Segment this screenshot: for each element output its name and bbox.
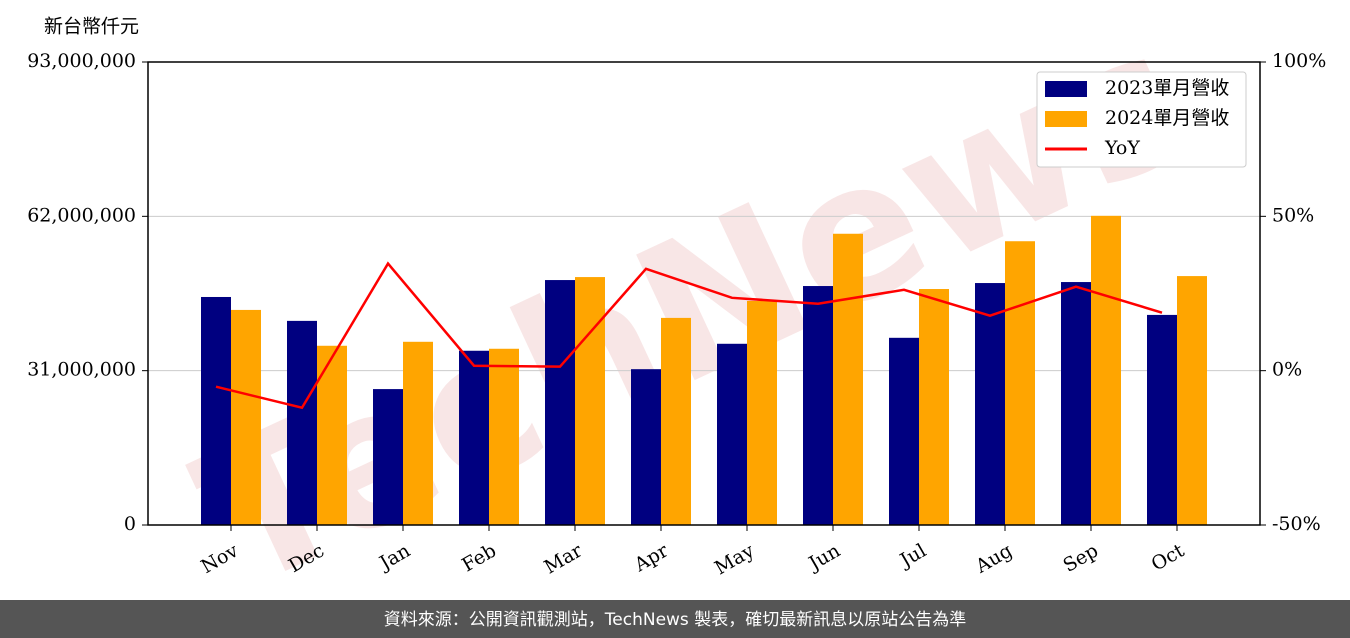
x-tick-label: Mar — [540, 539, 586, 578]
y2-tick-label: -50% — [1272, 513, 1321, 535]
x-tick-label: May — [711, 539, 758, 579]
bar — [403, 341, 433, 525]
y-tick-label: 0 — [124, 513, 136, 535]
bar — [661, 317, 691, 525]
y-tick-label: 62,000,000 — [27, 204, 136, 226]
x-tick-label: Jul — [895, 540, 930, 573]
bar — [1147, 314, 1177, 525]
bar — [717, 343, 747, 525]
bar — [833, 233, 863, 526]
bar — [201, 296, 231, 525]
x-tick-label: Jun — [803, 540, 844, 576]
x-tick-label: Aug — [971, 540, 1016, 579]
legend-label: 2023單月營收 — [1105, 77, 1229, 99]
bar — [889, 337, 919, 525]
line — [215, 261, 1163, 410]
bar — [287, 320, 317, 525]
legend-label: 2024單月營收 — [1105, 107, 1229, 129]
y2-tick-label: 0% — [1272, 359, 1302, 381]
footer-bar — [0, 600, 1350, 638]
y2-tick-label: 100% — [1272, 50, 1326, 72]
bar — [489, 348, 519, 525]
x-tick-label: Apr — [630, 539, 673, 576]
bar — [1061, 282, 1091, 525]
bar — [373, 389, 403, 525]
plot-frame — [147, 61, 1261, 526]
y-tick-label: 31,000,000 — [27, 359, 136, 381]
x-tick-label: Oct — [1148, 539, 1189, 575]
bar — [1005, 241, 1035, 525]
bar — [1091, 215, 1121, 525]
bar — [545, 280, 575, 525]
bar — [459, 350, 489, 525]
y2-tick-label: 50% — [1272, 204, 1314, 226]
legend-box — [1036, 71, 1247, 168]
bar — [1177, 276, 1207, 525]
x-tick-label: Feb — [458, 540, 500, 577]
bar — [919, 289, 949, 525]
bar — [975, 283, 1005, 525]
bar — [747, 300, 777, 525]
legend-swatch — [1045, 111, 1087, 127]
y-tick-label: 93,000,000 — [27, 50, 136, 72]
footer: 資料來源：公開資訊觀測站，TechNews 製表，確切最新訊息以原站公告為準 — [384, 610, 966, 630]
x-tick-label: Sep — [1059, 540, 1102, 577]
legend-label: YoY — [1104, 137, 1140, 159]
legend-swatch — [1045, 81, 1087, 97]
bar — [575, 277, 605, 525]
bar — [803, 286, 833, 525]
y-axis-label: 新台幣仟元 — [44, 16, 139, 38]
bar — [231, 309, 261, 525]
bar — [631, 369, 661, 525]
